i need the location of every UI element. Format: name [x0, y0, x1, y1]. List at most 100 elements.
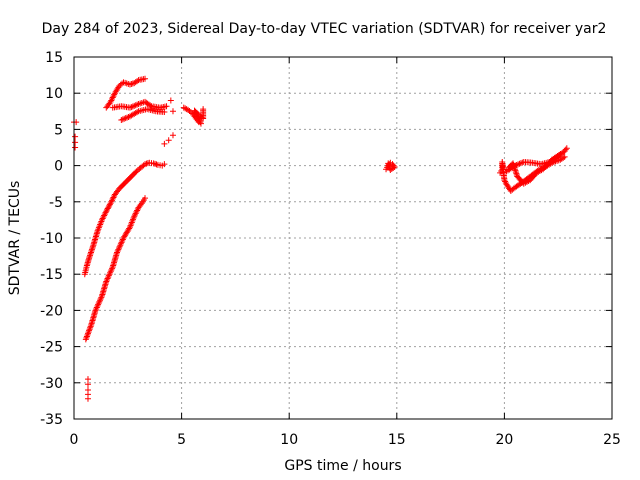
- data-point: [119, 237, 126, 244]
- data-point: [105, 272, 112, 279]
- data-point: [101, 212, 108, 219]
- y-tick-label: 5: [54, 122, 63, 138]
- data-point: [118, 239, 125, 246]
- data-point: [110, 93, 117, 100]
- data-point: [109, 195, 116, 202]
- data-point: [103, 278, 110, 285]
- data-point: [131, 211, 138, 218]
- data-point: [126, 225, 133, 232]
- data-point: [84, 332, 91, 339]
- data-point: [72, 133, 79, 140]
- data-point: [134, 78, 141, 85]
- data-point: [84, 376, 91, 383]
- data-point: [109, 94, 116, 101]
- data-point: [197, 120, 204, 127]
- data-point: [161, 109, 168, 116]
- y-axis-label: SDTVAR / TECUs: [7, 181, 23, 296]
- axis-ticks: 0 5 10 15 20 25 15 10 5 0 -5 -10 -15 -20 -25 -30 -35: [40, 50, 621, 448]
- data-point: [128, 104, 135, 111]
- data-point: [196, 117, 203, 124]
- data-point: [98, 216, 105, 223]
- data-point: [142, 75, 149, 82]
- data-point: [114, 249, 121, 256]
- data-point: [103, 276, 110, 283]
- data-point: [132, 102, 139, 109]
- data-point: [122, 115, 129, 122]
- data-point: [169, 108, 176, 115]
- data-point: [107, 98, 114, 105]
- data-point: [86, 326, 93, 333]
- data-point: [84, 381, 91, 388]
- data-point: [119, 116, 126, 123]
- data-point: [107, 200, 114, 207]
- data-point: [97, 297, 104, 304]
- data-point: [169, 132, 176, 139]
- data-point: [114, 248, 121, 255]
- data-point: [124, 114, 131, 121]
- data-point: [180, 104, 187, 111]
- data-point: [109, 197, 116, 204]
- x-tick-label: 25: [603, 432, 621, 448]
- data-point: [103, 208, 110, 215]
- data-point: [117, 240, 124, 247]
- data-point: [118, 116, 125, 123]
- data-point: [101, 211, 108, 218]
- data-point: [106, 202, 113, 209]
- y-tick-label: -30: [40, 376, 63, 392]
- y-tick-label: -15: [40, 267, 63, 283]
- data-point: [557, 151, 564, 158]
- data-point: [165, 137, 172, 144]
- data-point: [95, 300, 102, 307]
- data-point: [555, 151, 562, 158]
- data-point: [131, 102, 138, 109]
- data-point: [98, 294, 105, 301]
- data-point: [517, 160, 524, 167]
- data-point: [108, 198, 115, 205]
- data-point: [142, 195, 149, 202]
- data-point: [72, 139, 79, 146]
- data-point: [106, 201, 113, 208]
- data-point: [197, 119, 204, 126]
- y-tick-label: -10: [40, 231, 63, 247]
- data-point: [84, 330, 91, 337]
- data-point: [126, 104, 133, 111]
- y-tick-label: 15: [45, 50, 63, 66]
- data-point: [161, 140, 168, 147]
- data-point: [105, 204, 112, 211]
- data-point: [110, 194, 117, 201]
- grid-lines: [74, 57, 612, 419]
- data-point: [501, 177, 508, 184]
- data-point: [104, 205, 111, 212]
- plot-frame: [73, 56, 613, 420]
- data-point: [138, 200, 145, 207]
- data-point: [93, 305, 100, 312]
- x-axis-label: GPS time / hours: [284, 458, 401, 474]
- x-tick-label: 10: [280, 432, 298, 448]
- chart-title: Day 284 of 2023, Sidereal Day-to-day VTE…: [42, 21, 607, 37]
- data-point: [115, 245, 122, 252]
- data-point: [161, 161, 168, 168]
- data-point: [182, 105, 189, 112]
- data-point: [82, 336, 89, 343]
- data-point: [108, 97, 115, 104]
- data-point: [561, 153, 568, 160]
- data-point: [115, 246, 122, 253]
- data-point: [105, 274, 112, 281]
- data-point: [385, 160, 392, 167]
- data-point: [95, 301, 102, 308]
- x-tick-label: 15: [388, 432, 406, 448]
- data-point: [502, 178, 509, 185]
- data-point: [108, 266, 115, 273]
- data-point: [84, 395, 91, 402]
- data-point: [103, 206, 110, 213]
- data-point: [116, 243, 123, 250]
- data-point: [134, 109, 141, 116]
- data-point: [87, 323, 94, 330]
- data-point: [133, 208, 140, 215]
- data-point: [119, 236, 126, 243]
- data-point: [129, 103, 136, 110]
- y-tick-label: 10: [45, 86, 63, 102]
- y-tick-label: -5: [49, 195, 63, 211]
